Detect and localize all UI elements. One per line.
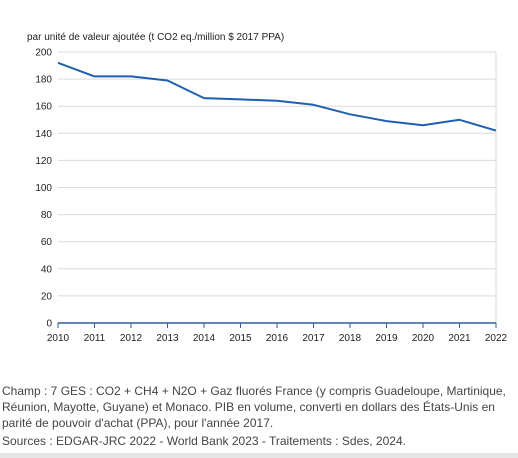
y-unit-label: par unité de valeur ajoutée (t CO2 eq./m… — [27, 32, 284, 43]
x-tick-label: 2021 — [448, 333, 471, 344]
data-point — [129, 74, 133, 78]
data-point — [166, 78, 170, 82]
data-point — [421, 123, 425, 127]
y-tick-label: 0 — [46, 319, 52, 330]
x-tick-label: 2011 — [84, 333, 106, 344]
scope-note: Champ : 7 GES : CO2 + CH4 + N2O + Gaz fl… — [2, 384, 506, 430]
series-line — [57, 61, 497, 132]
chart-notes: Champ : 7 GES : CO2 + CH4 + N2O + Gaz fl… — [2, 383, 514, 449]
data-point — [56, 61, 60, 65]
y-tick-label: 40 — [41, 264, 53, 275]
x-tick-label: 2020 — [412, 333, 435, 344]
y-tick-label: 100 — [35, 183, 52, 194]
x-axis-ticks: 2010 2011 2012 2013 2014 2015 2016 2017 2018 2019… — [47, 323, 508, 344]
x-tick-label: 2015 — [229, 333, 252, 344]
data-point — [458, 118, 462, 122]
line-chart: par unité de valeur ajoutée (t CO2 eq./m… — [27, 32, 508, 344]
sources-note: Sources : EDGAR-JRC 2022 - World Bank 20… — [2, 434, 406, 448]
data-point — [202, 96, 206, 100]
y-tick-label: 60 — [41, 237, 53, 248]
x-tick-label: 2019 — [375, 333, 398, 344]
x-tick-label: 2018 — [339, 333, 362, 344]
x-tick-label: 2022 — [485, 333, 508, 344]
x-tick-label: 2010 — [47, 333, 70, 344]
y-tick-label: 200 — [35, 48, 52, 59]
footer-divider — [0, 453, 518, 458]
data-point — [93, 74, 97, 78]
data-point — [494, 129, 498, 133]
x-tick-label: 2012 — [120, 333, 143, 344]
y-tick-label: 80 — [41, 210, 53, 221]
gridlines — [58, 51, 497, 324]
x-tick-label: 2013 — [156, 333, 179, 344]
y-axis-ticks: 0 20 40 60 80 100 120 140 160 180 200 — [35, 48, 52, 330]
data-point — [385, 119, 389, 123]
y-tick-label: 20 — [41, 291, 53, 302]
x-tick-label: 2014 — [193, 333, 216, 344]
data-point — [239, 97, 243, 101]
data-point — [312, 103, 316, 107]
y-tick-label: 180 — [35, 75, 52, 86]
y-tick-label: 160 — [35, 102, 52, 113]
x-tick-label: 2017 — [302, 333, 325, 344]
x-tick-label: 2016 — [266, 333, 289, 344]
data-point — [348, 112, 352, 116]
y-tick-label: 120 — [35, 156, 52, 167]
series-layer — [56, 61, 498, 133]
y-tick-label: 140 — [35, 129, 52, 140]
data-point — [275, 99, 279, 103]
